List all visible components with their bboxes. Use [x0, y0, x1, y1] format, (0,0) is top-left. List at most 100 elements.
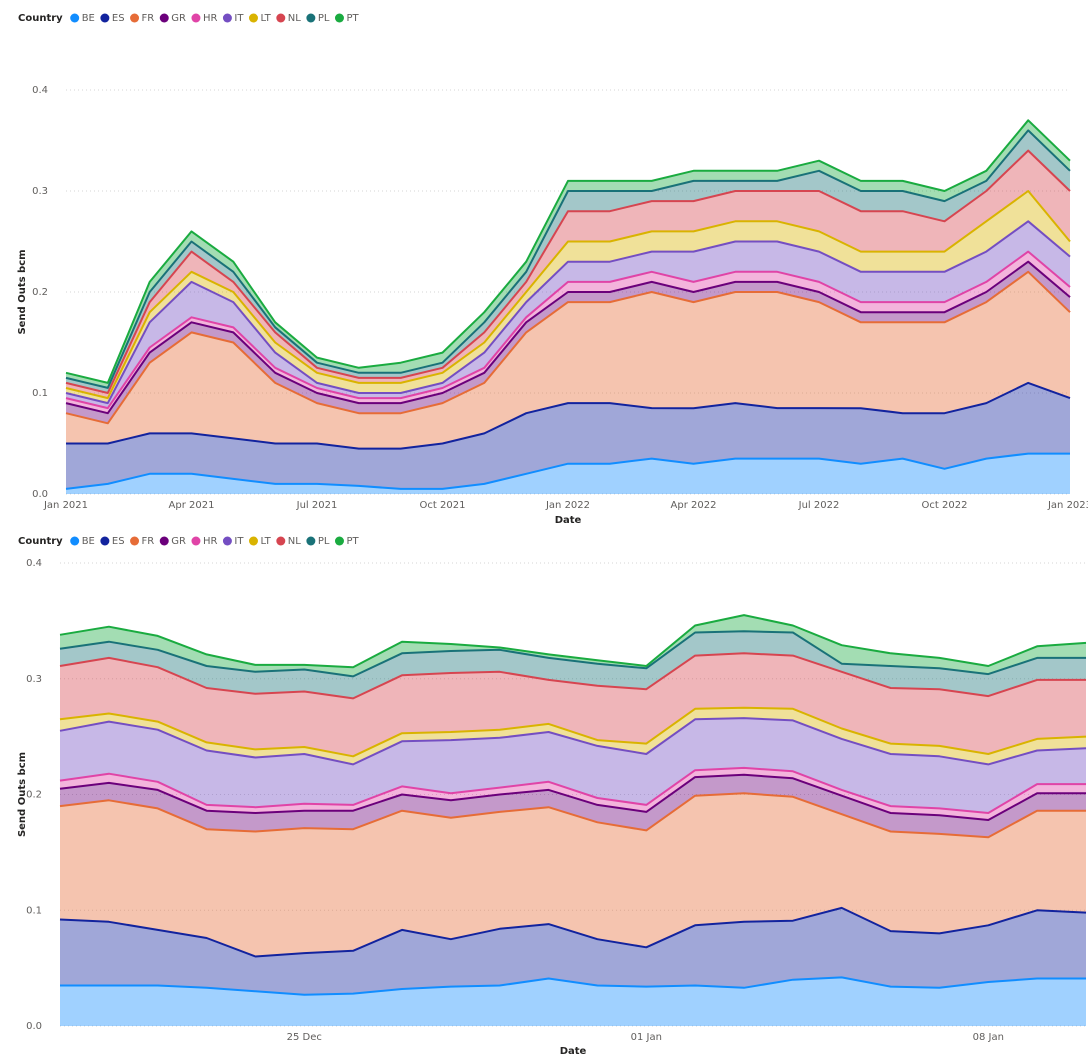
legend-marker [276, 13, 286, 23]
legend-label: NL [288, 13, 301, 24]
y-axis-title: Send Outs bcm [17, 752, 28, 837]
area-fill [60, 774, 1086, 838]
legend-marker [191, 536, 201, 546]
legend-label: ES [112, 13, 125, 24]
y-tick-label: 0.2 [32, 287, 48, 298]
legend-marker [222, 13, 232, 23]
x-tick-label: 01 Jan [631, 1032, 662, 1043]
series-line [66, 381, 1071, 450]
legend-label: LT [260, 536, 271, 547]
y-tick-label: 0.0 [32, 489, 48, 500]
series-line [59, 773, 1086, 821]
legend-label: PT [346, 13, 359, 24]
series-line [59, 614, 1087, 669]
legend-label: FR [142, 13, 155, 24]
y-axis-title: Send Outs bcm [17, 249, 28, 334]
area-fill [60, 615, 1086, 677]
legend-title: Country [18, 536, 63, 547]
legend-label: HR [203, 536, 218, 547]
series-line [65, 250, 1071, 410]
x-tick-label: Jan 2021 [43, 500, 88, 511]
y-tick-label: 0.3 [26, 674, 42, 685]
area-fill [60, 907, 1086, 995]
legend-label: GR [171, 536, 186, 547]
y-tick-label: 0.4 [26, 558, 42, 569]
legend-marker [159, 13, 169, 23]
series-line [65, 452, 1070, 490]
x-tick-label: Jul 2021 [296, 500, 338, 511]
legend-label: PT [346, 536, 359, 547]
area-fill [66, 191, 1070, 404]
area-fill [66, 221, 1070, 409]
legend-marker [100, 13, 110, 23]
y-tick-label: 0.1 [32, 388, 48, 399]
legend-marker [100, 536, 110, 546]
series-line [65, 149, 1071, 394]
x-tick-label: Apr 2021 [169, 500, 215, 511]
x-tick-label: Jan 2022 [545, 500, 590, 511]
legend-label: GR [171, 13, 186, 24]
legend-label: HR [203, 13, 218, 24]
y-tick-label: 0.2 [26, 790, 42, 801]
legend-marker [222, 536, 232, 546]
series-line [65, 119, 1071, 384]
legend-label: IT [234, 536, 244, 547]
legend-label: BE [82, 536, 95, 547]
series-line [65, 270, 1071, 425]
series-line [60, 976, 1086, 996]
legend-marker [70, 13, 80, 23]
legend-label: PL [318, 536, 330, 547]
area-fill [60, 631, 1086, 699]
legend-label: NL [288, 536, 301, 547]
y-tick-label: 0.1 [26, 905, 42, 916]
x-axis-title: Date [560, 1046, 587, 1057]
legend-marker [191, 13, 201, 23]
series-line [59, 766, 1086, 814]
x-tick-label: 08 Jan [973, 1032, 1004, 1043]
legend-marker [248, 13, 258, 23]
y-tick-label: 0.4 [32, 85, 48, 96]
legend-marker [159, 536, 169, 546]
x-tick-label: Apr 2022 [671, 500, 717, 511]
legend-label: BE [82, 13, 95, 24]
legend-title: Country [18, 13, 63, 24]
series-line [59, 706, 1087, 758]
x-tick-label: 25 Dec [287, 1032, 322, 1043]
area-fill [60, 977, 1086, 1026]
legend-marker [130, 13, 140, 23]
x-tick-label: Jan 2023 [1047, 500, 1088, 511]
x-axis-title: Date [555, 515, 582, 526]
legend-label: IT [234, 13, 244, 24]
x-tick-label: Oct 2022 [922, 500, 968, 511]
series-line [59, 717, 1087, 766]
legend-label: LT [260, 13, 271, 24]
area-fill [60, 653, 1086, 757]
legend-marker [276, 536, 286, 546]
area-fill [60, 767, 1086, 820]
x-tick-label: Oct 2021 [420, 500, 466, 511]
legend-label: FR [142, 536, 155, 547]
area-fill [60, 718, 1086, 813]
series-line [65, 129, 1071, 389]
area-fill [66, 382, 1070, 489]
y-tick-label: 0.3 [32, 186, 48, 197]
legend-marker [130, 536, 140, 546]
legend-label: PL [318, 13, 330, 24]
legend-marker [248, 536, 258, 546]
legend-marker [334, 13, 344, 23]
legend-marker [70, 536, 80, 546]
area-fill [66, 150, 1070, 399]
series-line [65, 260, 1071, 415]
series-line [59, 792, 1086, 839]
legend-marker [334, 536, 344, 546]
series-line [59, 652, 1086, 700]
area-fill [60, 793, 1086, 957]
y-tick-label: 0.0 [26, 1021, 42, 1032]
series-line [65, 190, 1071, 400]
series-line [59, 906, 1087, 958]
x-tick-label: Jul 2022 [798, 500, 840, 511]
legend-marker [306, 13, 316, 23]
area-fill [66, 271, 1070, 449]
